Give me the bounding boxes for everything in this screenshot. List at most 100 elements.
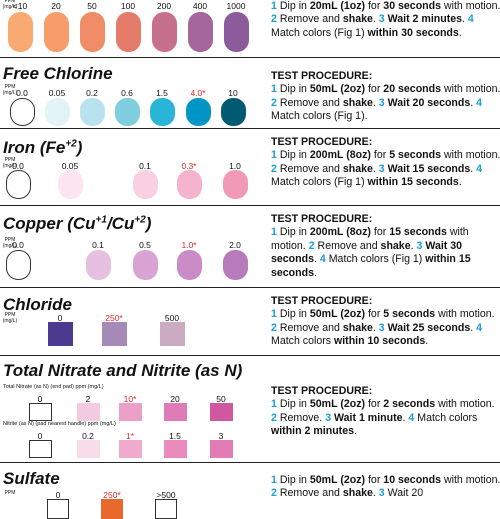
procedure: TEST PROCEDURE: 1 Dip in 200mL (8oz) for …	[271, 136, 500, 190]
step-text: for	[365, 83, 384, 96]
color-swatch	[101, 499, 123, 519]
procedure: 1 Dip in 20mL (1oz) for 30 seconds with …	[271, 0, 500, 40]
step-text: 200mL (8oz)	[309, 149, 371, 162]
step-number: 2	[271, 13, 277, 26]
step-text: within 30 seconds	[367, 26, 459, 39]
step-text: Wait 2 minutes	[384, 13, 463, 26]
step-text: 2 seconds	[383, 398, 436, 411]
step-text: within 15 seconds	[271, 253, 471, 279]
step-text: .	[313, 253, 320, 266]
step-text: .	[410, 239, 417, 252]
value-label: 0.2	[86, 88, 98, 98]
value-label: 500	[164, 313, 180, 323]
value-label: 0	[37, 394, 43, 404]
step-text: Remove and	[276, 321, 343, 334]
step-text: shake	[342, 487, 373, 500]
value-label: 0	[37, 431, 43, 441]
color-swatch	[155, 499, 177, 519]
step-text: with motion.	[441, 83, 500, 96]
step-text: .	[470, 321, 477, 334]
title-part: )	[76, 138, 83, 157]
step-text: Remove and	[276, 162, 343, 175]
step-number: 3	[378, 96, 385, 109]
title-part: Total Nitrate and Nitrite (as N)	[3, 361, 243, 380]
step-text: 30 seconds	[383, 0, 442, 12]
procedure-text: 1 Dip in 200mL (8oz) for 5 seconds with …	[271, 149, 500, 189]
step-text: within 15 seconds	[367, 176, 459, 189]
step-text: Dip in	[276, 226, 310, 239]
value-label: 0.05	[48, 88, 66, 98]
value-label: >500	[156, 490, 176, 500]
value-label: 200	[156, 1, 172, 11]
procedure-text: 1 Dip in 50mL (2oz) for 10 seconds with …	[271, 474, 500, 501]
step-text: Match colors (Fig 1).	[271, 110, 368, 123]
value-label: 0.6	[121, 88, 133, 98]
color-swatch	[222, 250, 248, 280]
color-swatch	[220, 98, 246, 126]
step-text: 50mL (2oz)	[309, 398, 366, 411]
step-text: Wait 25 seconds	[384, 321, 471, 334]
value-label: 1.0	[229, 161, 241, 171]
unit-label: PPM (mg/L)	[2, 157, 18, 169]
procedure: TEST PROCEDURE: 1 Dip in 50mL (2oz) for 2…	[271, 385, 500, 439]
step-text: shake	[342, 96, 373, 109]
step-number: 1	[271, 474, 277, 486]
value-label: 20	[170, 394, 180, 404]
color-swatch	[47, 322, 73, 346]
value-label: 10	[228, 88, 238, 98]
step-text: .	[458, 176, 462, 189]
procedure-text: 1 Dip in 20mL (1oz) for 30 seconds with …	[271, 0, 500, 40]
procedure-heading: TEST PROCEDURE:	[271, 70, 373, 82]
step-number: 2	[271, 321, 277, 334]
step-text: Match colors (Fig 1)	[271, 176, 368, 189]
value-label: 0	[55, 490, 61, 500]
color-swatch	[5, 170, 31, 199]
color-swatch	[28, 403, 52, 421]
value-label: 2	[85, 394, 91, 404]
color-swatch	[47, 499, 69, 519]
step-text: Remove and	[276, 487, 343, 500]
step-text: Remove.	[276, 411, 326, 424]
step-text: with motion.	[441, 0, 500, 12]
step-text: shake	[342, 321, 373, 334]
color-swatch	[76, 440, 100, 458]
value-label: 0.05	[61, 161, 79, 171]
step-text: Wait 20	[384, 487, 424, 500]
step-text: .	[313, 266, 317, 279]
value-label: 50	[216, 394, 226, 404]
value-label: <10	[12, 1, 28, 11]
step-text: .	[372, 321, 379, 334]
procedure-text: 1 Dip in 50mL (2oz) for 20 seconds with …	[271, 83, 500, 123]
color-swatch	[85, 250, 111, 280]
procedure-heading: TEST PROCEDURE:	[271, 385, 373, 397]
value-label: 10*	[123, 394, 137, 404]
value-label: 0.1	[92, 240, 104, 250]
step-text: Match colors	[271, 335, 334, 348]
color-swatch	[159, 322, 185, 346]
color-swatch	[76, 403, 100, 421]
step-number: 2	[308, 239, 315, 252]
value-label: 1.5	[169, 431, 181, 441]
row-caption: Nitrite (as N) (pad nearest handle) ppm …	[3, 421, 116, 427]
value-label: 0.3*	[181, 161, 197, 171]
step-text: 50mL (2oz)	[309, 474, 366, 486]
unit-label: PPM (mg/L)	[2, 84, 18, 96]
color-swatch	[79, 12, 105, 52]
step-text: 20 seconds	[383, 83, 442, 96]
value-label: 0.1	[139, 161, 151, 171]
unit-label: PPM (mg/L)	[2, 0, 18, 10]
step-text: .	[470, 162, 477, 175]
value-label: 1*	[125, 431, 135, 441]
step-text: Dip in	[276, 83, 310, 96]
step-text: with motion.	[441, 149, 500, 162]
section-title: Sulfate	[3, 469, 60, 489]
step-number: 3	[416, 239, 423, 252]
step-text: Dip in	[276, 474, 310, 486]
color-swatch	[79, 98, 105, 126]
procedure-text: 1 Dip in 200mL (8oz) for 15 seconds with…	[271, 226, 500, 280]
value-label: 400	[192, 1, 208, 11]
value-label: 100	[120, 1, 136, 11]
value-label: 0.5	[139, 240, 151, 250]
color-swatch	[222, 170, 248, 199]
title-part: Free Chlorine	[3, 64, 113, 83]
